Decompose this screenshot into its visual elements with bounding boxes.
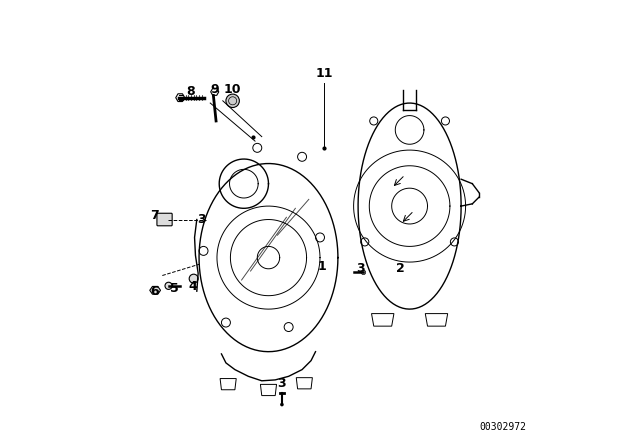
- Polygon shape: [150, 286, 161, 294]
- Text: 10: 10: [224, 83, 241, 96]
- Text: 6: 6: [150, 284, 159, 298]
- Circle shape: [226, 94, 239, 108]
- Text: 3: 3: [278, 376, 286, 390]
- Text: 4: 4: [188, 280, 196, 293]
- Circle shape: [280, 403, 284, 406]
- Circle shape: [189, 274, 198, 283]
- Text: 1: 1: [318, 260, 326, 273]
- Text: 00302972: 00302972: [479, 422, 526, 432]
- Text: 7: 7: [150, 208, 159, 222]
- Text: 8: 8: [186, 85, 195, 99]
- Text: 2: 2: [396, 262, 405, 276]
- Text: 9: 9: [211, 83, 219, 96]
- Text: 5: 5: [170, 282, 179, 296]
- Text: 3: 3: [356, 262, 365, 276]
- Circle shape: [165, 282, 172, 289]
- FancyBboxPatch shape: [157, 213, 172, 226]
- Circle shape: [361, 270, 365, 275]
- Text: 3: 3: [197, 213, 205, 226]
- Text: 11: 11: [316, 67, 333, 81]
